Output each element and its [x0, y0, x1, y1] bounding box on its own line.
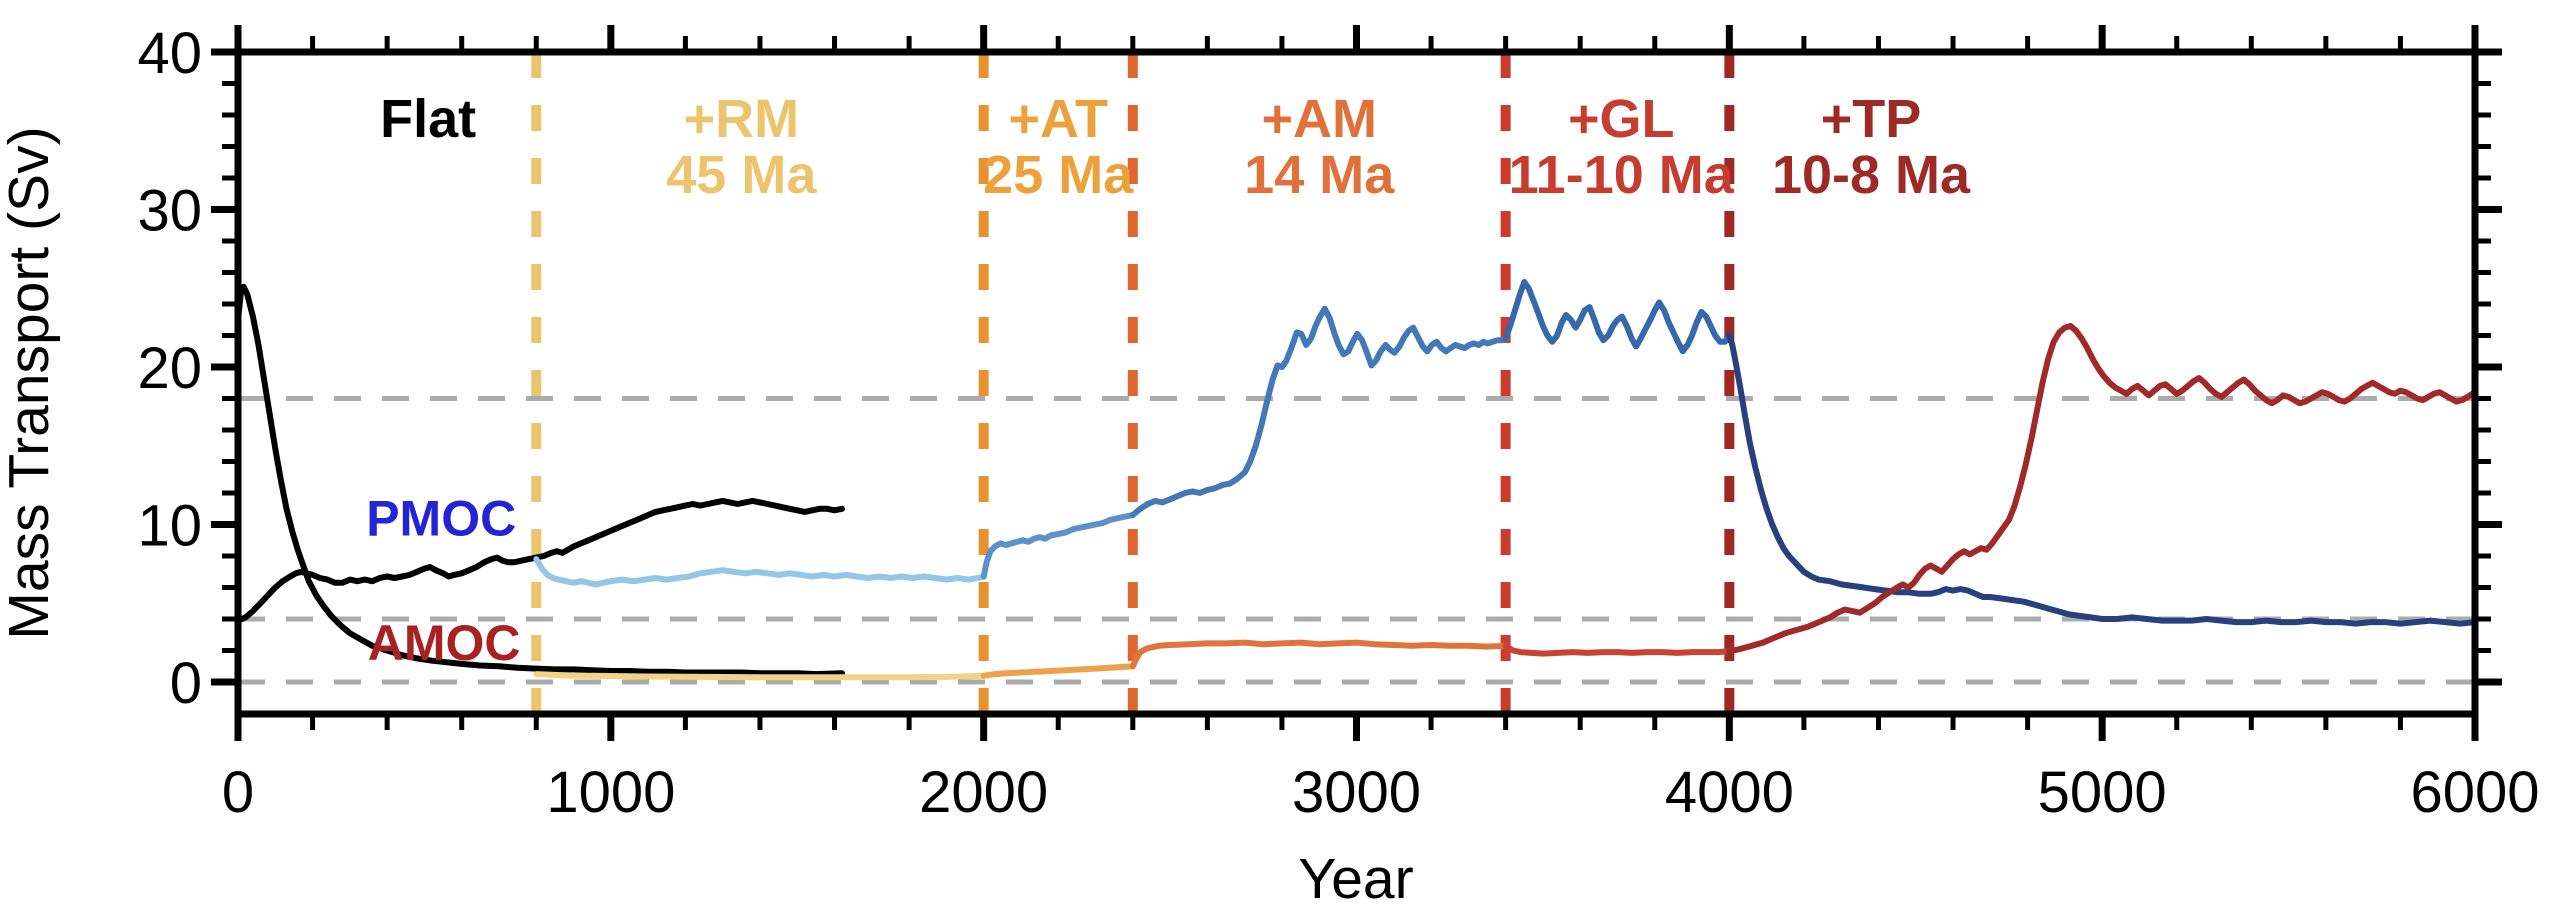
series-pmoc-gl [1502, 279, 1733, 355]
series-layer [235, 279, 2478, 681]
phase-age-at: 25 Ma [983, 145, 1134, 205]
series-pmoc-rm [533, 556, 987, 588]
y-tick-label-0: 0 [170, 651, 202, 716]
phase-label-gl: +GL [1568, 89, 1675, 149]
y-axis-title: Mass Transport (Sv) [0, 126, 61, 639]
series-pmoc-at [980, 512, 1136, 580]
series-amoc-at [980, 663, 1136, 679]
series-amoc-flat [235, 283, 845, 678]
y-tick-label-30: 30 [137, 179, 202, 244]
phase-label-am: +AM [1261, 89, 1377, 149]
gridlines-layer [238, 396, 2475, 685]
x-tick-label-3000: 3000 [1292, 760, 1421, 825]
y-tick-label-10: 10 [137, 494, 202, 559]
x-tick-label-1000: 1000 [546, 760, 675, 825]
series-amoc-tp [1726, 323, 2478, 655]
x-tick-label-2000: 2000 [919, 760, 1048, 825]
phase-age-tp: 10-8 Ma [1772, 145, 1971, 205]
series-amoc-gl [1502, 642, 1733, 657]
phase-age-rm: 45 Ma [666, 145, 817, 205]
y-tick-label-40: 40 [137, 21, 202, 86]
phase-age-gl: 11-10 Ma [1509, 145, 1735, 205]
x-tick-label-6000: 6000 [2410, 760, 2539, 825]
series-label-amoc: AMOC [368, 615, 521, 671]
series-pmoc-tp [1726, 332, 2478, 627]
series-amoc-rm [533, 671, 987, 681]
series-pmoc-am [1129, 305, 1509, 518]
phase-label-flat: Flat [380, 89, 476, 149]
series-pmoc-flat [235, 497, 845, 624]
y-tick-label-20: 20 [137, 336, 202, 401]
x-tick-label-0: 0 [222, 760, 254, 825]
phase-label-tp: +TP [1821, 89, 1922, 149]
x-axis-title: Year [1298, 847, 1413, 911]
tick-labels-layer: 0 1000 2000 3000 4000 5000 6000 0 10 20 30 40 [137, 21, 2539, 825]
phase-age-am: 14 Ma [1244, 145, 1395, 205]
phase-label-at: +AT [1008, 89, 1108, 149]
series-label-pmoc: PMOC [366, 491, 516, 547]
phase-dividers-layer [531, 52, 1735, 714]
axes-frame-layer [211, 25, 2502, 741]
x-tick-label-4000: 4000 [1665, 760, 1794, 825]
phase-label-rm: +RM [684, 89, 800, 149]
x-tick-label-5000: 5000 [2038, 760, 2167, 825]
series-labels-layer: PMOC AMOC [366, 491, 520, 671]
series-amoc-am [1129, 639, 1509, 670]
